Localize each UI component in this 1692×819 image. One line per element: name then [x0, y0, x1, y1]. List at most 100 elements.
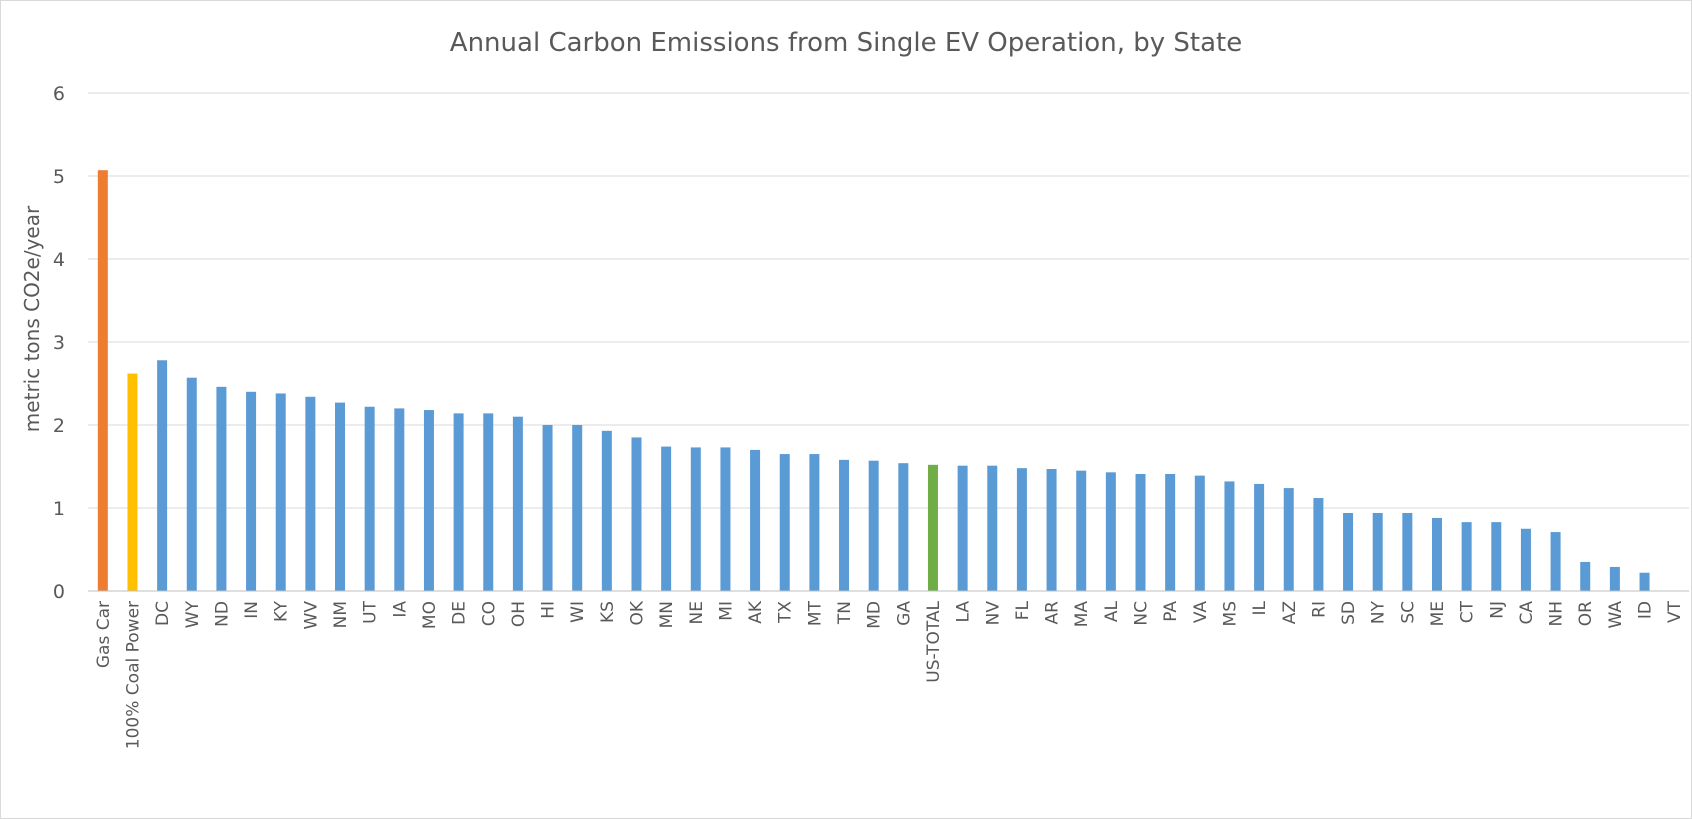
bar	[157, 360, 168, 591]
bar	[809, 454, 820, 591]
x-tick-label: NH	[1547, 601, 1567, 627]
x-tick-label: WI	[568, 601, 588, 623]
x-tick-label: IN	[242, 601, 262, 619]
x-tick-label: MN	[657, 601, 677, 628]
y-tick-label: 2	[53, 415, 65, 437]
x-tick-label: GA	[894, 601, 914, 626]
bar	[839, 459, 850, 591]
x-tick-label: NM	[331, 601, 351, 628]
y-tick-label: 0	[53, 581, 65, 603]
x-tick-label: MO	[420, 601, 440, 629]
x-tick-label: OK	[627, 600, 647, 625]
bar	[1016, 468, 1027, 591]
bar	[423, 410, 434, 591]
x-tick-label: AZ	[1280, 601, 1300, 624]
x-tick-label: ND	[212, 601, 232, 627]
x-axis-ticks: Gas Car 100% Coal Power DC WY ND IN KY WV NM UT IA…	[94, 600, 1685, 749]
x-tick-label: MS	[1220, 601, 1240, 626]
x-tick-label: WY	[183, 600, 203, 628]
x-tick-label: MT	[805, 600, 825, 626]
x-tick-label: IA	[390, 601, 410, 618]
bar	[1194, 475, 1205, 591]
bar	[868, 460, 879, 591]
x-tick-label: OH	[509, 601, 529, 627]
bar	[1135, 473, 1146, 591]
x-tick-label: TX	[776, 601, 796, 624]
bar	[305, 396, 316, 591]
bar	[335, 402, 346, 591]
bar	[1520, 528, 1531, 591]
x-tick-label: OR	[1576, 601, 1596, 626]
bar	[690, 447, 701, 591]
x-tick-label: SC	[1398, 601, 1418, 624]
bar	[1313, 498, 1324, 591]
x-tick-label: DC	[153, 601, 173, 626]
x-tick-label: US-TOTAL	[924, 600, 944, 682]
y-axis-ticks: 0 1 2 3 4 5 6	[53, 83, 65, 603]
bar	[1372, 512, 1383, 591]
bar	[1580, 561, 1591, 591]
y-tick-label: 1	[53, 498, 65, 520]
x-tick-label: CO	[479, 601, 499, 626]
x-tick-label: NV	[983, 601, 1003, 626]
bar	[631, 437, 642, 591]
x-tick-label: VA	[1191, 601, 1211, 624]
bar	[1402, 512, 1413, 591]
x-tick-label: TN	[835, 601, 855, 625]
bar	[572, 425, 583, 591]
bar	[394, 408, 405, 591]
x-tick-label: CA	[1517, 601, 1537, 625]
y-tick-label: 4	[53, 249, 65, 271]
bar	[1224, 481, 1235, 591]
x-tick-label: ID	[1636, 601, 1656, 619]
x-tick-label: AR	[1043, 601, 1063, 625]
x-tick-label: UT	[361, 600, 381, 623]
bar	[1431, 517, 1442, 591]
bar	[246, 391, 257, 591]
bar	[1105, 472, 1116, 591]
x-tick-label: NY	[1369, 600, 1389, 624]
bar	[542, 425, 553, 591]
x-tick-label: HI	[539, 601, 559, 619]
bar	[275, 393, 286, 591]
bar	[1076, 470, 1087, 591]
bar	[1254, 483, 1265, 591]
x-tick-label: PA	[1161, 601, 1181, 622]
bar	[1609, 566, 1620, 591]
x-tick-label: Gas Car	[94, 601, 114, 668]
bar	[186, 377, 197, 591]
bars	[97, 170, 1650, 591]
bar	[512, 416, 523, 591]
bar	[927, 464, 938, 591]
x-tick-label: VT	[1665, 600, 1685, 623]
x-tick-label: ME	[1428, 601, 1448, 626]
y-tick-label: 5	[53, 166, 65, 188]
bar	[957, 465, 968, 591]
bar	[453, 413, 464, 591]
bar	[483, 413, 494, 591]
bar	[127, 373, 138, 591]
bar	[1343, 512, 1354, 591]
bar	[1283, 488, 1294, 591]
bar	[364, 406, 375, 591]
x-tick-label: IL	[1250, 600, 1270, 615]
y-tick-label: 6	[53, 83, 65, 105]
x-tick-label: FL	[1013, 600, 1033, 620]
bar	[601, 430, 612, 591]
bar	[779, 454, 790, 591]
x-tick-label: MD	[865, 601, 885, 629]
y-tick-label: 3	[53, 332, 65, 354]
bar	[1550, 532, 1561, 591]
bar	[1165, 473, 1176, 591]
x-tick-label: DE	[450, 601, 470, 625]
bar	[898, 463, 909, 591]
bar	[750, 449, 761, 591]
x-tick-label: NJ	[1487, 601, 1507, 619]
x-tick-label: MA	[1072, 601, 1092, 628]
bar	[216, 386, 227, 591]
x-tick-label: NC	[1132, 601, 1152, 626]
x-tick-label: AK	[746, 600, 766, 624]
x-tick-label: WV	[301, 601, 321, 630]
